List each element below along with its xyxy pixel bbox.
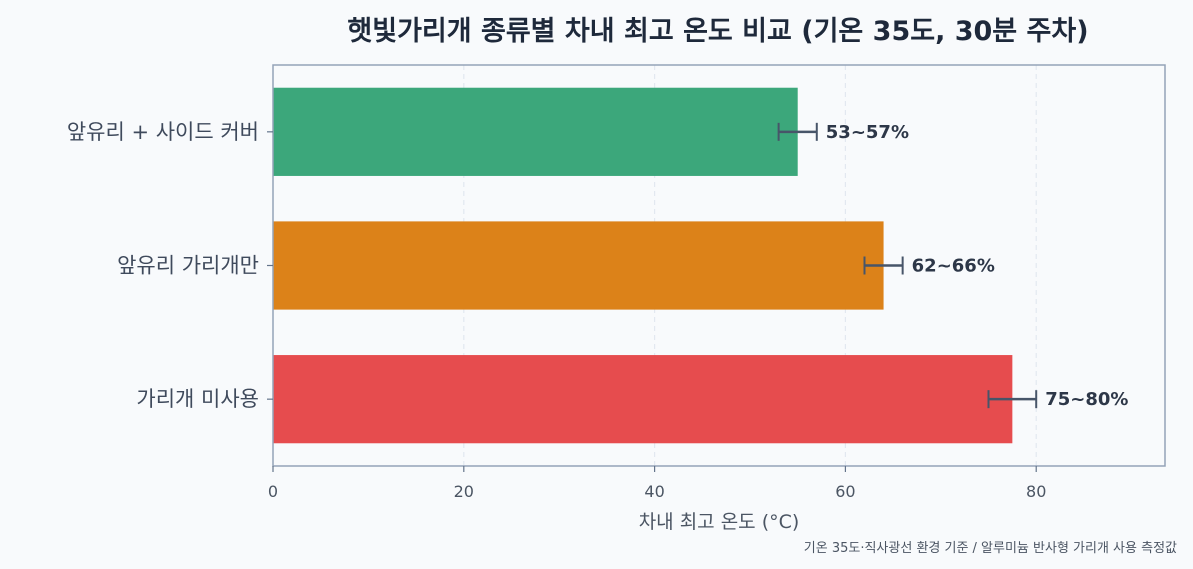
bar <box>273 355 1013 444</box>
category-label: 앞유리 + 사이드 커버 <box>67 120 259 144</box>
bar <box>273 87 798 176</box>
data-label: 75~80% <box>1045 389 1128 410</box>
data-label: 62~66% <box>912 256 995 277</box>
label-layer: 앞유리 + 사이드 커버 53~57% 앞유리 가리개만 62~66% 가리개 미사용 7… <box>67 120 1129 411</box>
x-tick-label: 80 <box>1026 482 1046 501</box>
bar-layer <box>273 87 1038 444</box>
x-axis-label: 차내 최고 온도 (°C) <box>639 511 800 533</box>
x-tick-label: 40 <box>644 482 664 501</box>
tick-layer: 0 20 40 60 80 <box>267 131 1046 501</box>
chart-title: 햇빛가리개 종류별 차내 최고 온도 비교 (기온 35도, 30분 주차) <box>347 16 1088 47</box>
category-label: 가리개 미사용 <box>136 387 259 411</box>
data-label: 53~57% <box>826 122 909 143</box>
x-tick-label: 0 <box>268 482 278 501</box>
bar <box>273 221 884 310</box>
category-label: 앞유리 가리개만 <box>117 254 259 278</box>
x-tick-label: 20 <box>454 482 474 501</box>
x-tick-label: 60 <box>835 482 855 501</box>
footnote: 기온 35도·직사광선 환경 기준 / 알루미늄 반사형 가리개 사용 측정값 <box>804 541 1177 556</box>
